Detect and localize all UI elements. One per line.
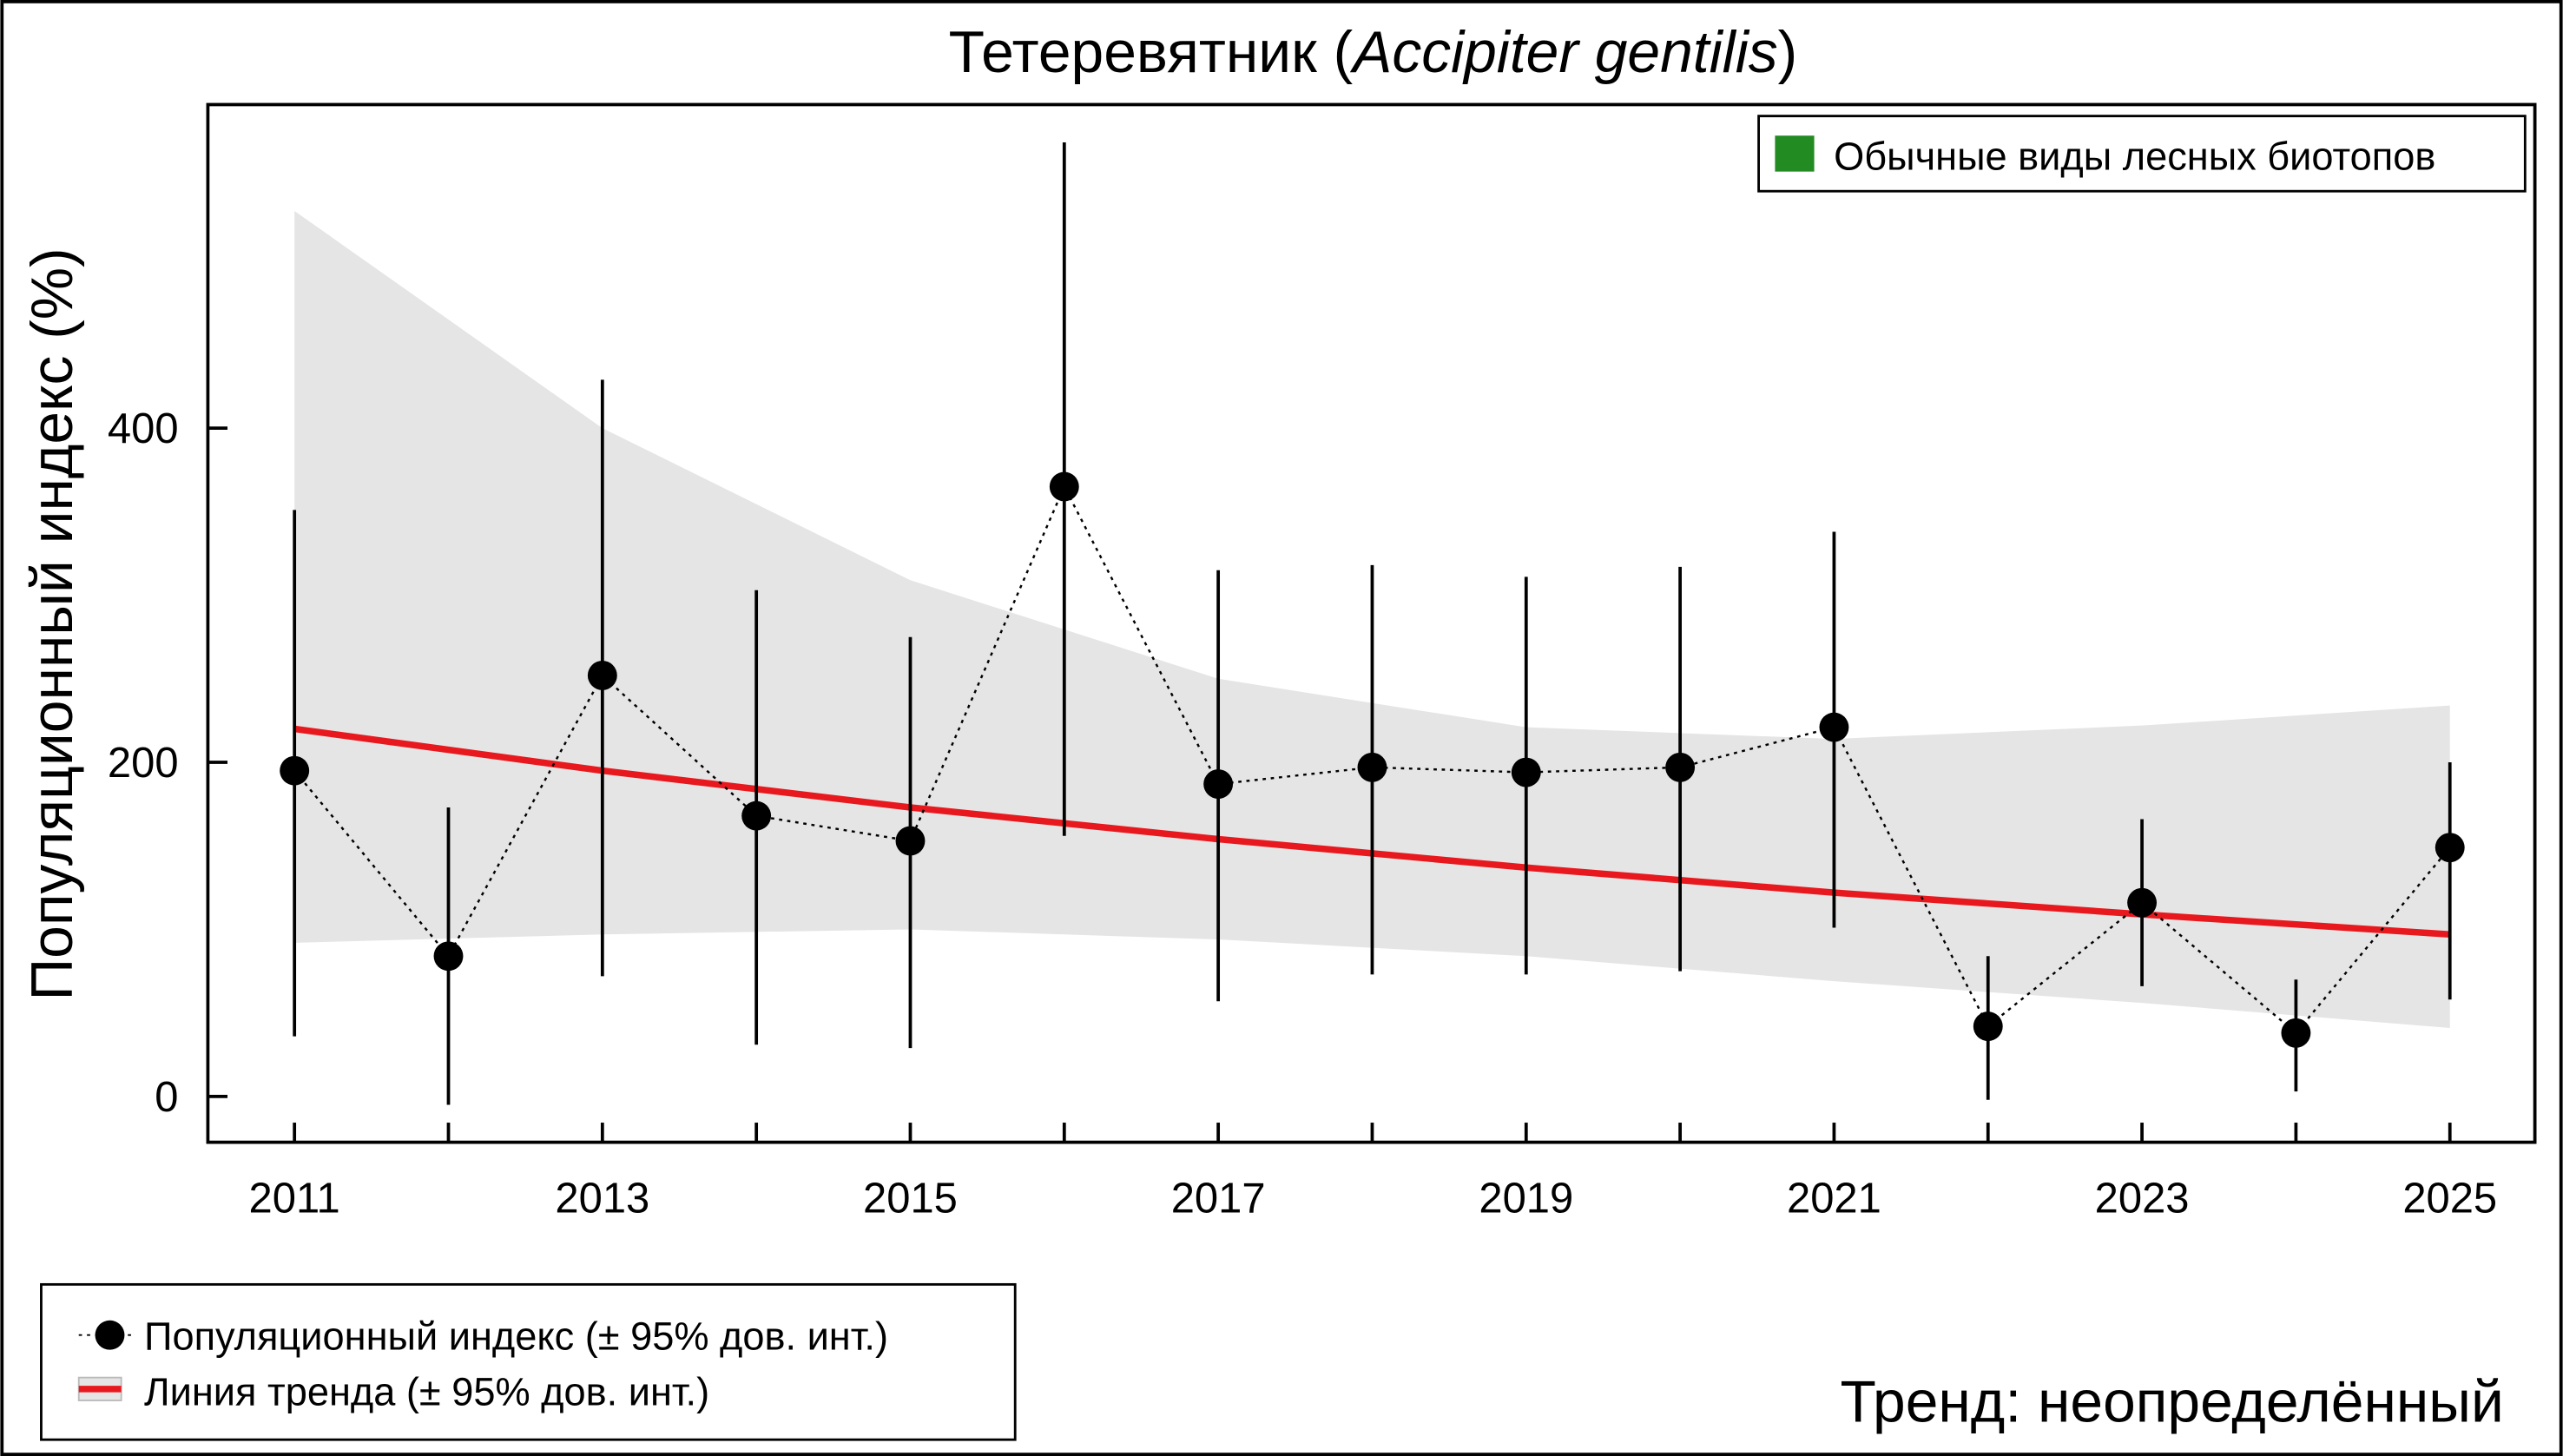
series-legend: Популяционный индекс (± 95% дов. инт.) Л… (40, 1282, 1017, 1441)
index-point (2281, 1018, 2311, 1048)
index-point (741, 800, 772, 831)
trend-ci-band (294, 210, 2450, 1029)
index-point (433, 941, 464, 972)
index-point (587, 661, 617, 690)
x-tick-label: 2019 (1479, 1176, 1573, 1222)
index-point (1665, 752, 1696, 782)
group-legend: Обычные виды лесных биотопов (1757, 115, 2527, 193)
x-tick-label: 2025 (2402, 1176, 2497, 1222)
series-legend-box (40, 1282, 1017, 1441)
x-tick-label: 2015 (863, 1176, 958, 1222)
group-legend-label: Обычные виды лесных биотопов (1834, 135, 2435, 179)
index-point (1511, 757, 1541, 787)
chart-title: Тетеревятник (Accipiter gentilis) (949, 20, 1798, 85)
x-tick-label: 2017 (1171, 1176, 1266, 1222)
x-tick-label: 2013 (555, 1176, 649, 1222)
index-dotted-line (293, 484, 2451, 1035)
group-legend-swatch (1775, 135, 1815, 172)
legend-point-marker (95, 1320, 125, 1350)
group-legend-box (1757, 115, 2527, 193)
y-axis-label: Популяционный индекс (%) (20, 247, 85, 1000)
axes: 2011 2013 2015 2017 2019 2021 2023 2025 0 200 400 (108, 405, 2497, 1222)
index-points-group (280, 142, 2465, 1105)
y-tick-label: 400 (108, 405, 179, 452)
index-point (1049, 471, 1079, 502)
x-tick-label: 2023 (2095, 1176, 2190, 1222)
index-point (2435, 833, 2465, 863)
index-point (895, 826, 926, 856)
index-point (1819, 712, 1849, 742)
y-tick-label: 200 (108, 740, 179, 787)
trend-status-text: Тренд: неопределённый (1840, 1369, 2503, 1434)
index-point (1973, 1011, 2003, 1042)
trend-ci-band-area (294, 210, 2450, 1029)
index-point (280, 755, 310, 786)
y-tick-label: 0 (155, 1074, 178, 1121)
legend-index-label: Популяционный индекс (± 95% дов. инт.) (144, 1314, 888, 1359)
index-point (2127, 887, 2158, 918)
x-tick-label: 2011 (249, 1176, 340, 1222)
x-tick-label: 2021 (1787, 1176, 1881, 1222)
index-point (1357, 752, 1387, 782)
index-point (1203, 769, 1234, 799)
legend-trend-label: Линия тренда (± 95% дов. инт.) (144, 1370, 709, 1414)
